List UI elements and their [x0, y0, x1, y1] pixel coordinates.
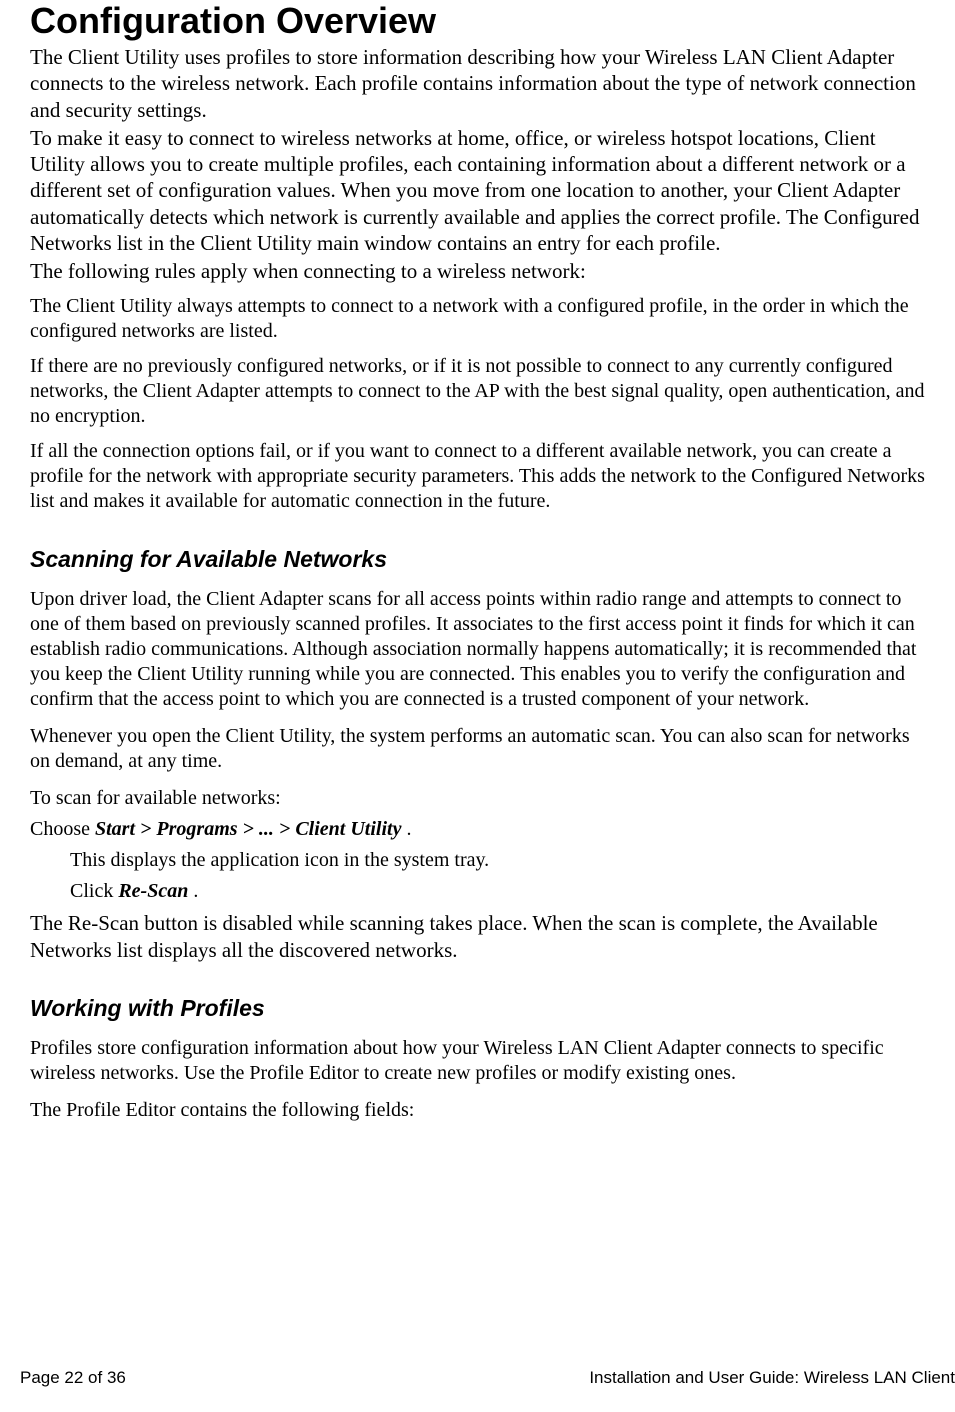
rule-paragraph-2: If there are no previously configured ne… — [30, 354, 925, 429]
doc-title-footer: Installation and User Guide: Wireless LA… — [589, 1368, 955, 1388]
step-prefix: Choose — [30, 818, 95, 840]
intro-paragraph-1: The Client Utility uses profiles to stor… — [30, 44, 925, 123]
scanning-heading: Scanning for Available Networks — [30, 546, 925, 573]
scan-step-choose: Choose Start > Programs > ... > Client U… — [30, 817, 925, 842]
page-number: Page 22 of 36 — [20, 1368, 126, 1388]
scanning-paragraph-1: Upon driver load, the Client Adapter sca… — [30, 587, 925, 712]
intro-paragraph-2: To make it easy to connect to wireless n… — [30, 125, 925, 256]
page-footer: Page 22 of 36 Installation and User Guid… — [20, 1368, 955, 1388]
scanning-paragraph-3: To scan for available networks: — [30, 786, 925, 811]
profiles-heading: Working with Profiles — [30, 995, 925, 1022]
step-suffix: . — [401, 818, 411, 840]
rule-paragraph-1: The Client Utility always attempts to co… — [30, 294, 925, 344]
menu-path: Start > Programs > ... > Client Utility — [95, 818, 401, 840]
scanning-paragraph-2: Whenever you open the Client Utility, th… — [30, 724, 925, 774]
scan-step-tray: This displays the application icon in th… — [70, 848, 925, 873]
intro-paragraph-3: The following rules apply when connectin… — [30, 258, 925, 284]
profiles-paragraph-2: The Profile Editor contains the followin… — [30, 1098, 925, 1123]
profiles-paragraph-1: Profiles store configuration information… — [30, 1036, 925, 1086]
rescan-label: Re-Scan — [118, 880, 188, 902]
rule-paragraph-3: If all the connection options fail, or i… — [30, 439, 925, 514]
scanning-closing: The Re-Scan button is disabled while sca… — [30, 910, 925, 963]
page-title: Configuration Overview — [30, 0, 925, 42]
rescan-prefix: Click — [70, 880, 118, 902]
rescan-suffix: . — [188, 880, 198, 902]
scan-step-rescan: Click Re-Scan . — [70, 879, 925, 904]
